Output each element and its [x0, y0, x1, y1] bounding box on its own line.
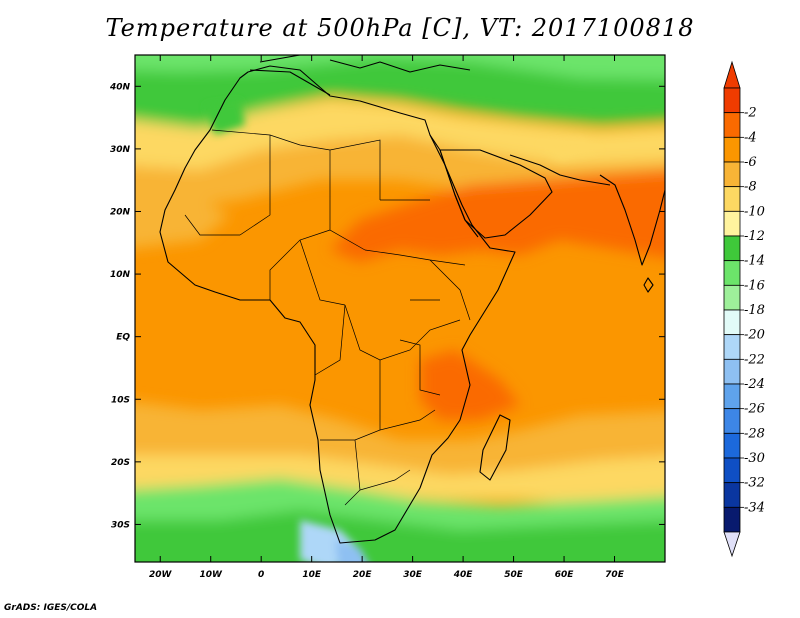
y-tick-label: 30S [111, 520, 130, 530]
colorbar-label: -12 [744, 229, 765, 244]
x-tick-label: 20E [353, 570, 373, 580]
colorbar-label: -4 [744, 130, 757, 145]
colorbar-label: -20 [744, 328, 765, 343]
madagascar-coastline [479, 414, 511, 481]
y-tick-label: EQ [116, 333, 130, 343]
x-tick-label: 70E [605, 570, 625, 580]
x-tick-label: 50E [504, 570, 524, 580]
plot-frame [134, 54, 666, 563]
y-tick-label: 20N [110, 207, 131, 217]
y-tick-label: 10S [111, 395, 130, 405]
colorbar-swatch [723, 506, 741, 533]
axis-ticks: 20W 10W 0 10E 20E 30E 40E 50E 60E 70E 40N 30N 20N 10N… [109, 55, 665, 580]
colorbar-label: -30 [744, 451, 765, 466]
y-tick-label: 20S [111, 458, 130, 468]
x-tick-label: 30E [403, 570, 423, 580]
colorbar-label: -26 [744, 402, 765, 417]
colorbar-label: -16 [744, 278, 765, 293]
colorbar-label: -28 [744, 426, 765, 441]
coastlines [159, 55, 665, 544]
colorbar-swatch [723, 112, 741, 138]
colorbar-label: -32 [744, 476, 765, 491]
y-tick-label: 40N [109, 82, 131, 92]
colorbar-label: -2 [744, 106, 757, 121]
colorbar-swatch [723, 309, 741, 336]
colorbar-label: -8 [744, 180, 757, 195]
colorbar-swatch [723, 235, 741, 262]
colorbar-swatch [723, 482, 741, 508]
colorbar-top-arrow [723, 60, 741, 89]
colorbar-swatch [723, 334, 741, 360]
y-tick-label: 10N [110, 270, 131, 280]
x-tick-label: 60E [555, 570, 575, 580]
map-title: Temperature at 500hPa [C], VT: 201710081… [105, 14, 695, 42]
colorbar-label: -24 [744, 377, 765, 392]
x-tick-label: 0 [258, 570, 264, 580]
colorbar-label: -14 [744, 254, 765, 269]
colorbar-swatch [723, 383, 741, 410]
india-coastline [599, 174, 665, 266]
colorbar-swatch [723, 260, 741, 286]
x-tick-label: 20W [149, 570, 173, 580]
credit-text: GrADS: IGES/COLA [4, 603, 98, 613]
colorbar-swatch [723, 136, 741, 163]
y-tick-label: 30N [110, 145, 131, 155]
colorbar-swatch [723, 161, 741, 188]
colorbar-label: -10 [744, 204, 765, 219]
colorbar-swatch [723, 284, 741, 311]
x-tick-label: 10W [199, 570, 223, 580]
colorbar: -2 -4 -6 -8 -10 -12 -14 -16 -18 -20 -22 -24 -26 -28 -3… [723, 60, 765, 558]
colorbar-swatch [723, 186, 741, 212]
colorbar-swatch [723, 432, 741, 459]
x-tick-label: 10E [302, 570, 322, 580]
africa-coastline [159, 65, 516, 544]
colorbar-label: -6 [744, 155, 757, 170]
colorbar-swatch [723, 358, 741, 385]
temperature-field [135, 55, 665, 562]
colorbar-swatch [723, 87, 741, 114]
colorbar-label: -18 [744, 303, 765, 318]
colorbar-label: -34 [744, 500, 765, 515]
x-tick-label: 40E [453, 570, 474, 580]
colorbar-swatch [723, 457, 741, 484]
colorbar-label: -22 [744, 352, 765, 367]
colorbar-bottom-arrow [723, 531, 741, 558]
colorbar-swatch [723, 408, 741, 434]
colorbar-swatch [723, 210, 741, 237]
country-borders [184, 129, 471, 506]
